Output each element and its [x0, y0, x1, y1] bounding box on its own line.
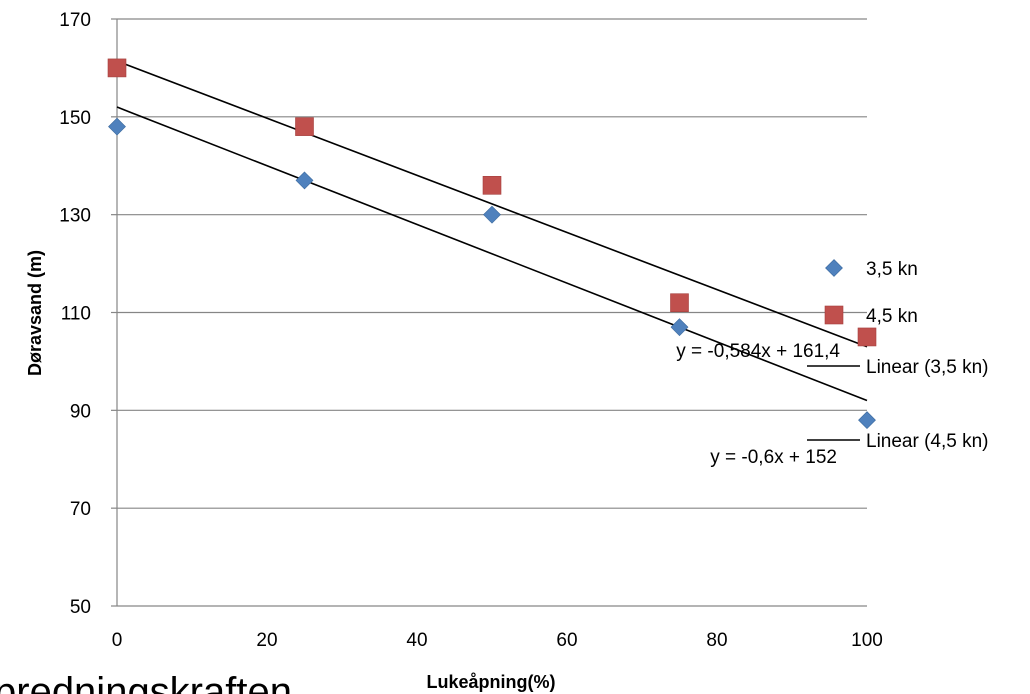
- x-tick-label: 40: [406, 630, 427, 651]
- x-tick-label: 60: [556, 630, 577, 651]
- x-axis-title: Lukeåpning(%): [427, 672, 556, 692]
- legend-marker: [825, 259, 843, 277]
- axes: [111, 18, 118, 607]
- x-tick-label: 100: [851, 630, 883, 651]
- y-tick-label: 150: [59, 108, 91, 129]
- trendline: [116, 106, 868, 402]
- trendline-equation: y = -0,584x + 161,4: [676, 341, 840, 362]
- y-tick-label: 130: [59, 206, 91, 227]
- y-tick-labels: 50 70 90 110 130 150 170: [59, 10, 91, 618]
- y-tick-label: 110: [61, 304, 91, 325]
- data-point: [107, 58, 127, 78]
- data-point: [857, 327, 877, 347]
- x-tick-label: 0: [112, 630, 123, 651]
- data-point: [670, 293, 689, 313]
- legend-label: 4,5 kn: [866, 306, 918, 327]
- y-tick-label: 170: [59, 10, 91, 31]
- legend-label: 3,5 kn: [866, 259, 918, 280]
- data-point: [295, 117, 314, 136]
- legend-marker: [824, 305, 844, 325]
- y-axis-title: Døravsand (m): [25, 250, 45, 376]
- legend: 3,5 kn 4,5 kn Linear (3,5 kn) Linear (4,5 k…: [807, 259, 989, 452]
- trendline-equation: y = -0,6x + 152: [710, 447, 837, 468]
- grid-lines: [117, 18, 867, 607]
- trendline-equations: y = -0,6x + 152 y = -0,584x + 161,4: [676, 341, 840, 468]
- data-point: [295, 171, 314, 190]
- y-tick-label: 90: [70, 401, 91, 422]
- legend-label: Linear (4,5 kn): [866, 431, 989, 452]
- data-point: [858, 411, 876, 430]
- trendline: [116, 60, 868, 348]
- trendlines: [116, 60, 868, 402]
- y-tick-label: 50: [70, 597, 91, 618]
- x-tick-label: 80: [706, 630, 727, 651]
- x-tick-labels: 0 20 40 60 80 100: [112, 630, 883, 651]
- x-tick-label: 20: [256, 630, 277, 651]
- data-point: [670, 318, 689, 337]
- data-markers: [107, 58, 877, 430]
- data-point: [108, 117, 126, 136]
- caption-fragment: predningskraften: [0, 670, 292, 694]
- y-tick-label: 70: [70, 499, 91, 520]
- legend-label: Linear (3,5 kn): [866, 357, 989, 378]
- data-point: [483, 205, 501, 224]
- data-point: [482, 176, 502, 195]
